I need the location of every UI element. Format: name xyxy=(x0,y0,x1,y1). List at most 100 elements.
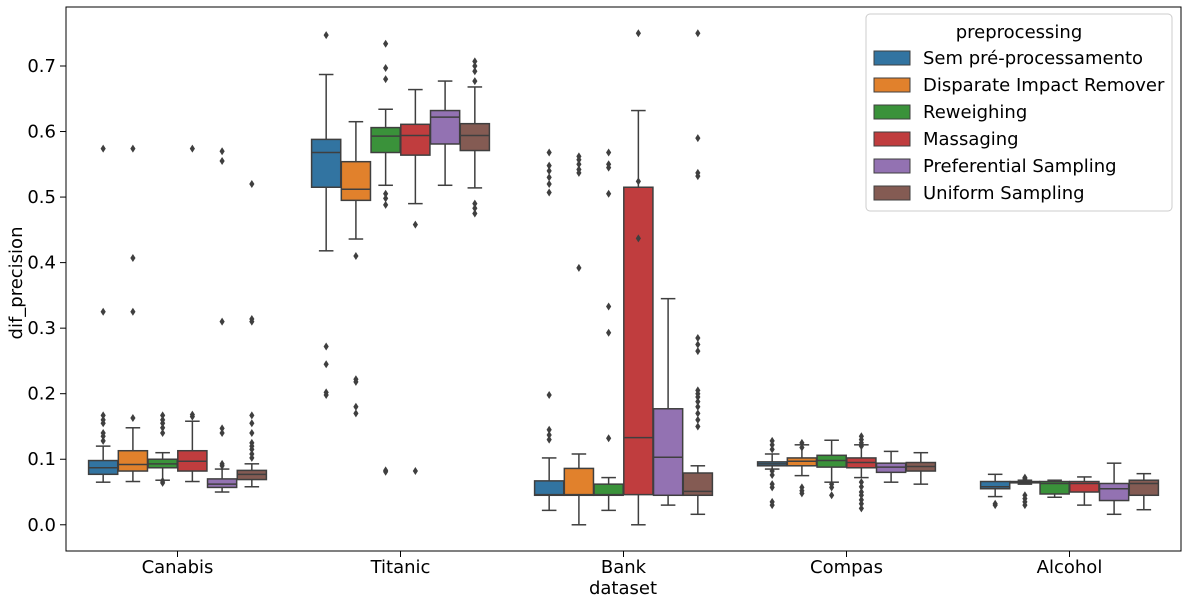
box-1-2 xyxy=(370,39,401,476)
outlier-marker xyxy=(472,57,478,66)
outlier-marker xyxy=(829,491,835,500)
legend-label: Preferential Sampling xyxy=(923,156,1117,177)
outlier-marker xyxy=(472,209,478,218)
outlier-marker xyxy=(546,173,552,182)
outlier-marker xyxy=(695,415,701,424)
outlier-marker xyxy=(189,144,195,153)
outlier-marker xyxy=(546,161,552,170)
outlier-marker xyxy=(472,204,478,213)
box-2-0 xyxy=(533,148,565,512)
outlier-marker xyxy=(546,425,552,434)
outlier-marker xyxy=(546,188,552,197)
box-1-4 xyxy=(429,80,461,187)
box-body xyxy=(623,186,654,496)
box-3-5 xyxy=(905,451,937,485)
outlier-marker xyxy=(695,134,701,143)
legend-label: Sem pré-processamento xyxy=(923,48,1143,69)
box-1-0 xyxy=(310,31,342,400)
outlier-marker xyxy=(695,29,701,38)
outlier-marker xyxy=(130,254,136,263)
box-body xyxy=(563,467,595,497)
box-body xyxy=(400,123,431,156)
outlier-marker xyxy=(353,402,359,411)
y-tick-label: 0.4 xyxy=(27,253,56,274)
outlier-marker xyxy=(323,360,329,369)
outlier-marker xyxy=(219,317,225,326)
outlier-marker xyxy=(249,411,255,420)
outlier-marker xyxy=(695,409,701,418)
outlier-marker xyxy=(606,163,612,172)
outlier-marker xyxy=(219,147,225,156)
outlier-marker xyxy=(635,29,641,38)
box-3-2 xyxy=(816,439,847,500)
box-body xyxy=(682,472,714,497)
outlier-marker xyxy=(606,328,612,337)
outlier-marker xyxy=(100,307,106,316)
legend-label: Massaging xyxy=(923,129,1019,150)
legend: preprocessing Sem pré-processamento Dispa… xyxy=(865,13,1173,212)
x-tick-label: Canabis xyxy=(142,557,214,578)
outlier-marker xyxy=(100,419,106,428)
outlier-marker xyxy=(858,478,864,487)
outlier-marker xyxy=(695,402,701,411)
box-body xyxy=(340,160,372,202)
legend-label: Uniform Sampling xyxy=(923,183,1085,204)
outlier-marker xyxy=(249,429,255,438)
outlier-marker xyxy=(695,347,701,356)
outlier-marker xyxy=(695,422,701,431)
box-body xyxy=(1098,482,1130,502)
axes: 0.0 0.1 0.2 0.3 0.4 0.5 0.6 0.7 Canabis Titanic Ba… xyxy=(27,6,1182,578)
legend-label: Disparate Impact Remover xyxy=(923,75,1165,96)
outlier-marker xyxy=(219,424,225,433)
outlier-marker xyxy=(695,333,701,342)
outlier-marker xyxy=(160,478,166,487)
box-0-4 xyxy=(206,147,238,493)
outlier-marker xyxy=(546,148,552,157)
outlier-marker xyxy=(695,340,701,349)
outlier-marker xyxy=(576,168,582,177)
outlier-marker xyxy=(323,31,329,40)
outlier-marker xyxy=(546,179,552,188)
outlier-marker xyxy=(353,377,359,386)
outlier-marker xyxy=(383,194,389,203)
outlier-marker xyxy=(546,166,552,175)
legend-swatch xyxy=(873,131,911,147)
outlier-marker xyxy=(130,413,136,422)
outlier-marker xyxy=(799,489,805,498)
x-tick-label: Compas xyxy=(810,557,883,578)
box-2-1 xyxy=(563,152,595,526)
outlier-marker xyxy=(606,189,612,198)
x-tick-label: Alcohol xyxy=(1037,557,1103,578)
outlier-marker xyxy=(353,252,359,261)
box-body xyxy=(979,480,1011,490)
outlier-marker xyxy=(189,412,195,421)
box-4-3 xyxy=(1069,476,1100,506)
y-tick-label: 0.3 xyxy=(27,318,56,339)
outlier-marker xyxy=(130,144,136,153)
outlier-marker xyxy=(769,470,775,479)
outlier-marker xyxy=(100,436,106,445)
outlier-marker xyxy=(635,234,641,243)
outlier-marker xyxy=(249,179,255,188)
outlier-marker xyxy=(858,442,864,451)
y-axis-title: dif_precision xyxy=(6,227,27,340)
outlier-marker xyxy=(383,39,389,48)
box-4-0 xyxy=(979,473,1011,510)
outlier-marker xyxy=(160,419,166,428)
outlier-marker xyxy=(219,157,225,166)
outlier-marker xyxy=(160,423,166,432)
box-3-4 xyxy=(875,450,907,483)
box-body xyxy=(370,126,401,154)
box-1-5 xyxy=(459,57,491,218)
legend-frame xyxy=(865,13,1173,212)
outlier-marker xyxy=(576,263,582,272)
outlier-marker xyxy=(858,504,864,513)
legend-swatch xyxy=(873,104,911,120)
outlier-marker xyxy=(769,483,775,492)
outlier-marker xyxy=(769,501,775,510)
outlier-marker xyxy=(160,411,166,420)
box-3-0 xyxy=(756,436,788,510)
outlier-marker xyxy=(472,67,478,76)
box-2-2 xyxy=(593,148,624,512)
